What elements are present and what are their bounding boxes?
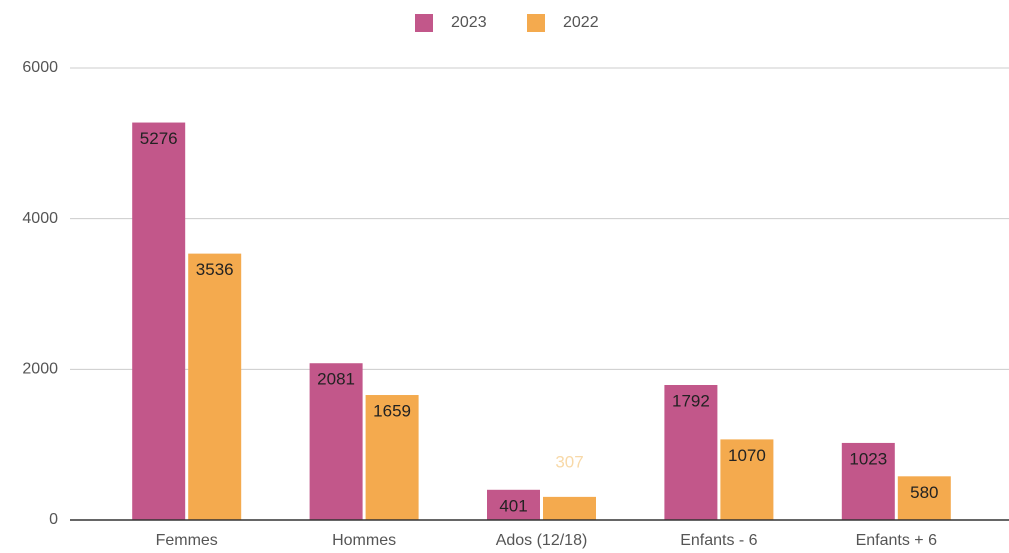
- bar: [188, 253, 242, 520]
- bar: [487, 489, 540, 520]
- bar: [664, 385, 718, 520]
- value-label: 2081: [317, 370, 355, 389]
- bar: [365, 395, 419, 520]
- legend-swatch: [527, 14, 545, 32]
- bar: [543, 496, 596, 520]
- value-label: 401: [499, 496, 527, 515]
- bar: [720, 439, 774, 520]
- y-tick-label: 0: [49, 511, 58, 528]
- bar: [897, 476, 951, 520]
- x-tick-label: Femmes: [156, 532, 218, 549]
- legend-swatch: [415, 14, 433, 32]
- value-label: 5276: [140, 129, 178, 148]
- value-label: 3536: [196, 260, 234, 279]
- y-tick-label: 4000: [22, 210, 58, 227]
- x-tick-label: Hommes: [332, 532, 396, 549]
- value-label: 1792: [672, 391, 710, 410]
- value-label: 1659: [373, 402, 411, 421]
- legend-label: 2023: [451, 14, 487, 31]
- bar: [309, 363, 363, 520]
- value-label: 307: [555, 452, 583, 471]
- value-label: 580: [910, 483, 938, 502]
- y-tick-label: 6000: [22, 59, 58, 76]
- legend-label: 2022: [563, 14, 599, 31]
- y-tick-label: 2000: [22, 361, 58, 378]
- x-tick-label: Ados (12/18): [496, 532, 588, 549]
- value-label: 1023: [849, 449, 887, 468]
- value-label: 1070: [728, 446, 766, 465]
- bar: [132, 122, 186, 521]
- x-tick-label: Enfants + 6: [856, 532, 937, 549]
- bar: [841, 442, 895, 520]
- x-tick-label: Enfants - 6: [680, 532, 757, 549]
